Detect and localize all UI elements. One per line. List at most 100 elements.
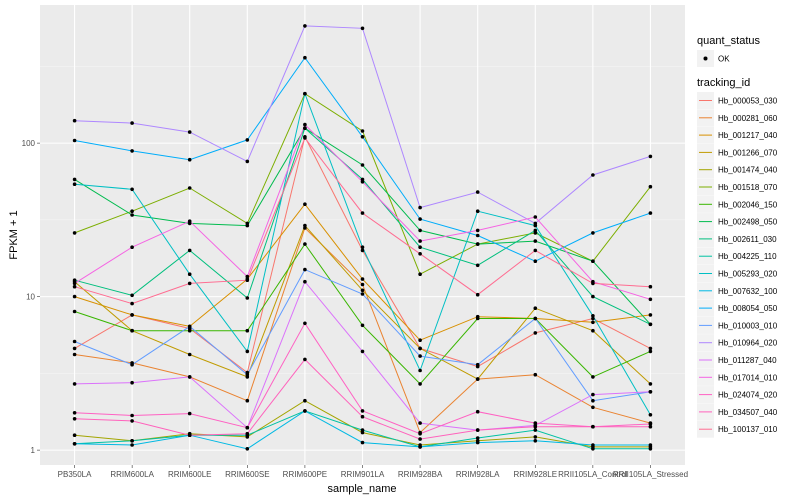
data-point <box>533 428 538 432</box>
data-point <box>533 372 538 377</box>
data-point <box>475 436 480 440</box>
data-point <box>475 233 480 238</box>
data-point <box>591 447 595 451</box>
data-point <box>130 209 134 213</box>
data-point <box>475 362 480 367</box>
data-point <box>418 368 422 373</box>
data-point <box>648 211 653 215</box>
data-point <box>360 248 365 253</box>
data-point <box>533 231 538 235</box>
data-point <box>533 421 538 425</box>
data-point <box>475 377 480 381</box>
data-point <box>533 331 538 335</box>
data-point <box>303 136 307 140</box>
x-tick-label: RRII105LA_Stressed <box>613 470 688 479</box>
data-point <box>72 382 77 386</box>
data-point <box>303 55 307 60</box>
data-point <box>418 431 422 436</box>
data-point <box>360 282 365 287</box>
data-point <box>360 26 365 31</box>
data-point <box>591 294 595 299</box>
data-point <box>591 443 595 447</box>
data-point <box>360 323 365 328</box>
legend-shape-key-point <box>703 56 708 61</box>
data-point <box>360 428 365 432</box>
x-tick-label: RRIM928LA <box>456 470 500 479</box>
data-point <box>418 346 422 351</box>
data-point <box>648 424 653 429</box>
data-point <box>648 184 653 189</box>
data-point <box>360 180 365 184</box>
data-point <box>418 228 422 233</box>
data-point <box>360 135 365 139</box>
data-point <box>475 209 480 213</box>
data-point <box>130 121 134 125</box>
data-point <box>303 122 307 127</box>
data-point <box>245 425 250 430</box>
legend-label: Hb_010003_010 <box>718 321 778 330</box>
data-point <box>72 281 77 286</box>
data-point <box>418 245 422 249</box>
data-point <box>533 221 538 226</box>
data-point <box>187 130 192 134</box>
data-point <box>245 138 250 142</box>
legend-label: Hb_017014_010 <box>718 373 778 382</box>
data-point <box>418 205 422 210</box>
data-point <box>418 239 422 243</box>
data-point <box>360 288 365 293</box>
data-point <box>245 328 250 333</box>
data-point <box>648 382 653 386</box>
data-point <box>360 349 365 354</box>
x-tick-label: RRII105LA_Control <box>558 470 628 479</box>
data-point <box>591 231 595 235</box>
data-point <box>475 263 480 268</box>
data-point <box>72 411 77 415</box>
series-points <box>72 24 653 451</box>
data-point <box>418 437 422 441</box>
data-point <box>648 413 653 417</box>
data-point <box>418 445 422 449</box>
data-point <box>591 259 595 264</box>
data-point <box>591 405 595 410</box>
data-point <box>245 372 250 377</box>
data-point <box>475 228 480 233</box>
data-point <box>591 281 595 286</box>
x-tick-label: RRIM600LE <box>168 470 212 479</box>
y-axis-title: FPKM + 1 <box>8 210 20 259</box>
data-point <box>187 219 192 223</box>
legend-label: Hb_100137_010 <box>718 425 778 434</box>
data-point <box>475 242 480 246</box>
data-point <box>130 293 134 298</box>
data-point <box>418 382 422 386</box>
x-tick-label: RRIM901LA <box>341 470 385 479</box>
legend-label: Hb_001266_070 <box>718 148 778 157</box>
data-point <box>648 297 653 302</box>
data-point <box>303 24 307 28</box>
legend-shape-title: quant_status <box>697 35 760 47</box>
data-point <box>303 202 307 206</box>
legend-label: Hb_008054_050 <box>718 304 778 313</box>
legend-label: Hb_001518_070 <box>718 183 778 192</box>
data-point <box>130 313 134 317</box>
legend-label: Hb_001474_040 <box>718 166 778 175</box>
data-point <box>360 245 365 249</box>
data-point <box>72 138 77 143</box>
data-point <box>533 435 538 439</box>
data-point <box>591 424 595 429</box>
legend-label: Hb_034507_040 <box>718 408 778 417</box>
data-point <box>245 349 250 354</box>
data-point <box>72 309 77 314</box>
data-point <box>130 301 134 306</box>
data-point <box>648 322 653 327</box>
data-point <box>72 352 77 357</box>
data-point <box>591 320 595 325</box>
legend-label: Hb_024074_020 <box>718 391 778 400</box>
data-point <box>533 248 538 253</box>
data-point <box>245 274 250 279</box>
data-point <box>130 419 134 423</box>
data-point <box>591 314 595 318</box>
legend-label: Hb_000281_060 <box>718 114 778 123</box>
data-point <box>648 349 653 354</box>
x-tick-label: RRIM600PE <box>283 470 327 479</box>
